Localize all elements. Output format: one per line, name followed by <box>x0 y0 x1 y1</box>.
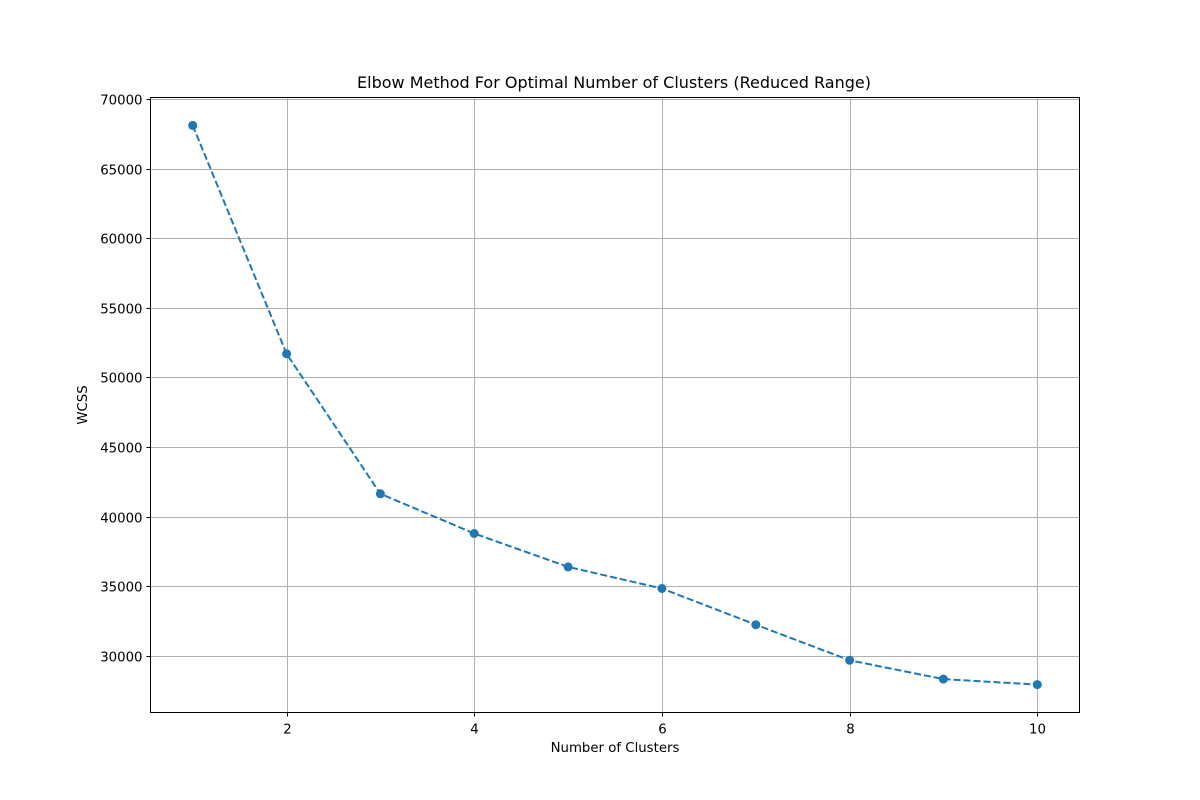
x-axis-ticks: 2 4 6 8 10 <box>283 712 1046 738</box>
data-point-marker <box>469 529 479 538</box>
series-line <box>191 125 1038 686</box>
y-tick-label: 35000 <box>100 581 142 596</box>
data-point-marker <box>188 120 198 130</box>
y-tick-label: 40000 <box>100 512 142 527</box>
data-point-marker <box>657 584 667 593</box>
x-axis-label: Number of Clusters <box>551 741 680 756</box>
data-point-marker <box>1032 680 1042 690</box>
data-point-marker <box>375 489 385 499</box>
data-point-marker <box>563 562 573 572</box>
y-tick-label: 50000 <box>100 372 142 387</box>
y-tick-label: 30000 <box>100 651 142 666</box>
x-tick-label: 4 <box>470 723 478 738</box>
x-tick-label: 8 <box>846 723 854 738</box>
data-point-marker <box>282 349 292 359</box>
x-tick-label: 6 <box>658 723 666 738</box>
y-axis-ticks: 30000 35000 40000 45000 50000 55000 60000 65000… <box>100 94 151 666</box>
data-point-marker <box>845 655 855 665</box>
data-point-marker <box>751 620 761 630</box>
y-tick-label: 70000 <box>100 94 142 109</box>
x-tick-label: 2 <box>283 723 291 738</box>
grid-lines <box>150 97 1080 713</box>
chart-title: Elbow Method For Optimal Number of Clust… <box>357 73 871 92</box>
y-axis-label: WCSS <box>76 385 91 424</box>
series-layer <box>188 120 1042 690</box>
y-tick-label: 55000 <box>100 303 142 318</box>
plot-frame <box>150 97 1080 713</box>
y-tick-label: 65000 <box>100 164 142 179</box>
y-tick-label: 45000 <box>100 442 142 457</box>
y-tick-label: 60000 <box>100 233 142 248</box>
data-point-marker <box>938 674 948 684</box>
x-tick-label: 10 <box>1029 723 1046 738</box>
